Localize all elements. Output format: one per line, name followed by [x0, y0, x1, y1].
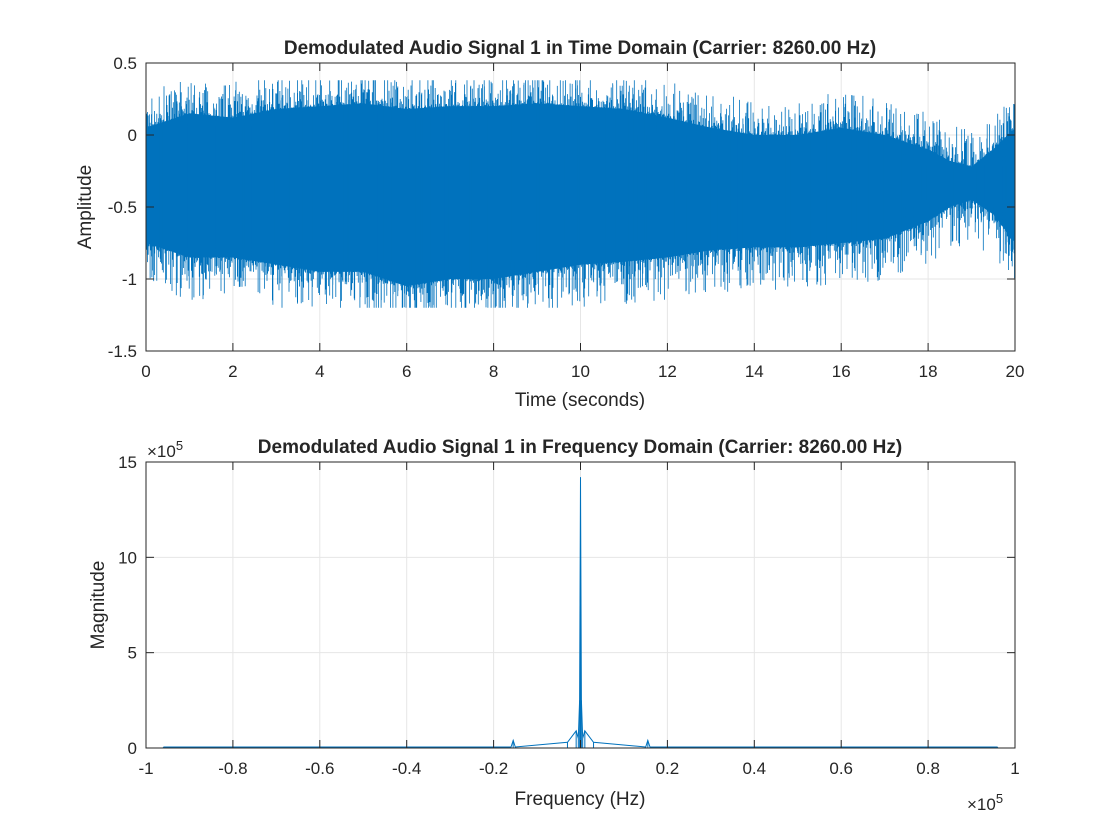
tick-marks: 0 2 4 6 8 10 12 14 16 18 20 -1.5 -1 -0.5 0 0.5 [108, 54, 1025, 381]
x-tick-label: 6 [402, 362, 411, 381]
time-signal-series [145, 80, 1015, 308]
x-exponent-base: ×10 [967, 795, 996, 814]
time-y-axis-label: Amplitude [75, 165, 96, 250]
x-tick-label: 8 [489, 362, 498, 381]
x-tick-label: 0 [141, 362, 150, 381]
x-tick-label: -0.4 [392, 759, 421, 778]
time-x-axis-label: Time (seconds) [515, 390, 645, 411]
y-tick-label: -1.5 [108, 342, 137, 361]
x-exponent-label: ×105 [967, 791, 1003, 814]
x-tick-label: 10 [571, 362, 590, 381]
frequency-x-axis-label: Frequency (Hz) [515, 789, 646, 810]
y-exponent-power: 5 [176, 438, 183, 453]
x-tick-label: 4 [315, 362, 324, 381]
time-domain-title: Demodulated Audio Signal 1 in Time Domai… [284, 38, 876, 59]
x-exponent-power: 5 [996, 791, 1003, 806]
y-tick-label: 0.5 [113, 54, 137, 73]
y-exponent-base: ×10 [147, 442, 176, 461]
y-tick-label: -0.5 [108, 198, 137, 217]
x-tick-label: 14 [745, 362, 764, 381]
frequency-domain-title: Demodulated Audio Signal 1 in Frequency … [258, 437, 902, 458]
y-tick-label: -1 [122, 270, 137, 289]
x-tick-label: -0.8 [218, 759, 247, 778]
y-tick-label: 15 [118, 453, 137, 472]
x-tick-label: -0.6 [305, 759, 334, 778]
y-exponent-label: ×105 [147, 438, 183, 461]
frequency-y-axis-label: Magnitude [88, 561, 109, 650]
x-tick-label: 12 [658, 362, 677, 381]
y-tick-label: 10 [118, 548, 137, 567]
x-tick-label: 20 [1006, 362, 1025, 381]
x-tick-label: -1 [138, 759, 153, 778]
frequency-spectrum-series [162, 477, 999, 748]
x-tick-label: -0.2 [479, 759, 508, 778]
x-tick-label: 0.2 [656, 759, 680, 778]
time-domain-axes: 0 2 4 6 8 10 12 14 16 18 20 -1.5 -1 -0.5 0 0.5 Demodula… [75, 38, 1024, 411]
x-tick-label: 0.8 [916, 759, 940, 778]
y-tick-label: 0 [128, 126, 137, 145]
y-tick-label: 0 [128, 739, 137, 758]
x-tick-label: 18 [919, 362, 938, 381]
x-tick-label: 0 [576, 759, 585, 778]
x-tick-label: 0.4 [742, 759, 766, 778]
x-tick-label: 2 [228, 362, 237, 381]
x-tick-label: 0.6 [829, 759, 853, 778]
x-tick-label: 1 [1010, 759, 1019, 778]
x-tick-label: 16 [832, 362, 851, 381]
y-tick-label: 5 [128, 644, 137, 663]
